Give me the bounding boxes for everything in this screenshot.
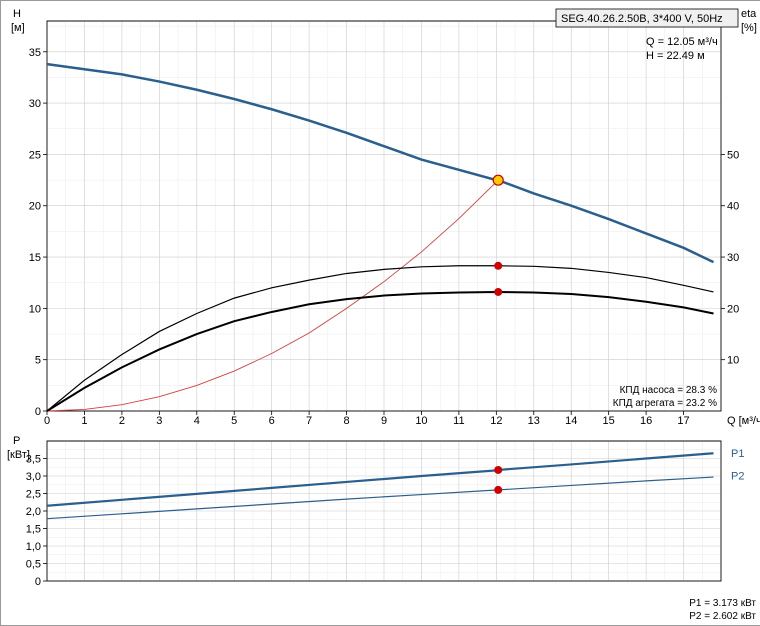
eta-axis-label: eta: [741, 8, 757, 20]
x-tick-label: 13: [528, 415, 540, 427]
title-box: SEG.40.26.2.50B, 3*400 V, 50Hz: [556, 9, 738, 27]
pump-chart-container: 0123456789101112131415161705101520253035…: [0, 0, 760, 626]
p-tick-label: 2,0: [26, 506, 41, 518]
x-tick-label: 16: [640, 415, 652, 427]
x-tick-label: 2: [119, 415, 125, 427]
x-tick-label: 9: [381, 415, 387, 427]
x-tick-label: 1: [81, 415, 87, 427]
p-tick-label: 1,5: [26, 524, 41, 536]
x-tick-label: 15: [603, 415, 615, 427]
head-efficiency-chart: 0123456789101112131415161705101520253035…: [29, 21, 740, 427]
x-tick-label: 11: [453, 415, 464, 427]
p-axis-unit: [кВт]: [7, 449, 30, 461]
x-tick-label: 17: [677, 415, 689, 427]
pump-chart-svg: 0123456789101112131415161705101520253035…: [1, 1, 760, 625]
y-tick-label: 20: [29, 201, 41, 213]
op-h-label: H = 22.49 м: [646, 50, 705, 62]
h-axis-label: H: [13, 8, 21, 20]
p-tick-label: 3,0: [26, 471, 41, 483]
x-tick-label: 4: [194, 415, 200, 427]
x-tick-label: 6: [269, 415, 275, 427]
x-tick-label: 14: [565, 415, 577, 427]
eta-tick-label: 10: [727, 355, 739, 367]
eta-tick-label: 40: [727, 201, 739, 213]
x-tick-label: 0: [44, 415, 50, 427]
p-tick-label: 2,5: [26, 489, 41, 501]
y-tick-label: 25: [29, 149, 41, 161]
p2-label: P2: [731, 471, 744, 483]
eta-axis-unit: [%]: [741, 22, 757, 34]
y-tick-label: 5: [35, 355, 41, 367]
p-axis-label: P: [13, 435, 20, 447]
eta-tick-label: 30: [727, 252, 739, 264]
power-chart: 00,51,01,52,02,53,03,5P1P2: [26, 441, 745, 588]
x-tick-label: 8: [343, 415, 349, 427]
y-tick-label: 30: [29, 98, 41, 110]
x-tick-label: 7: [306, 415, 312, 427]
p1-result: P1 = 3.173 кВт: [689, 598, 756, 609]
x-tick-label: 5: [231, 415, 237, 427]
p-tick-label: 0: [35, 576, 41, 588]
x-tick-label: 10: [415, 415, 427, 427]
p-tick-label: 1,0: [26, 541, 41, 553]
h-axis-unit: [м]: [11, 22, 25, 34]
y-tick-label: 35: [29, 47, 41, 59]
q-axis-label: Q [м³/ч]: [727, 415, 760, 427]
y-tick-label: 15: [29, 252, 41, 264]
eta-tick-label: 50: [727, 149, 739, 161]
p-tick-label: 0,5: [26, 559, 41, 571]
p2-result: P2 = 2.602 кВт: [689, 611, 756, 622]
duty-point-marker: [493, 175, 503, 185]
eff-pump-text: КПД насоса = 28.3 %: [620, 385, 718, 396]
p1-marker: [494, 466, 502, 474]
eff-unit-text: КПД агрегата = 23.2 %: [613, 398, 717, 409]
eff-pump-marker: [494, 262, 502, 270]
y-tick-label: 10: [29, 303, 41, 315]
p1-label: P1: [731, 448, 744, 460]
op-q-label: Q = 12.05 м³/ч: [646, 36, 718, 48]
eta-tick-label: 20: [727, 303, 739, 315]
x-tick-label: 3: [156, 415, 162, 427]
y-tick-label: 0: [35, 406, 41, 418]
chart-title: SEG.40.26.2.50B, 3*400 V, 50Hz: [561, 13, 723, 25]
p2-marker: [494, 486, 502, 494]
eff-unit-marker: [494, 288, 502, 296]
x-tick-label: 12: [490, 415, 502, 427]
